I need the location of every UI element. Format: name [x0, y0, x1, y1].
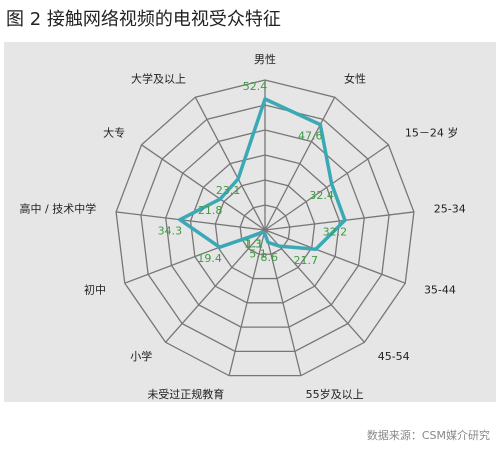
data-line	[178, 97, 347, 251]
value-label: 52.4	[243, 80, 268, 93]
value-label: 23.1	[216, 184, 241, 197]
spoke	[264, 211, 414, 231]
grid-ring	[239, 204, 291, 255]
value-label: 21.8	[198, 204, 223, 217]
category-label: 45-54	[378, 350, 410, 363]
category-label: 小学	[130, 349, 152, 363]
value-label: 1.1	[246, 238, 264, 251]
grid-ring	[140, 104, 390, 353]
category-label: 15－24 岁	[405, 125, 459, 139]
category-label: 女性	[344, 71, 366, 85]
value-label: 21.7	[293, 254, 318, 267]
spoke	[228, 229, 266, 376]
category-label: 大学及以上	[131, 71, 186, 85]
spoke	[141, 144, 266, 231]
value-label: 8.6	[261, 251, 279, 264]
spoke	[264, 229, 302, 376]
value-label: 1.3	[244, 237, 262, 250]
category-label: 55岁及以上	[306, 387, 364, 401]
category-label: 高中 / 技术中学	[20, 202, 97, 216]
spoke	[264, 229, 406, 284]
value-label: 47.6	[298, 130, 323, 143]
value-label: 5.1	[249, 247, 267, 260]
chart-title: 图 2 接触网络视频的电视受众特征	[6, 9, 281, 30]
category-label: 男性	[254, 52, 276, 66]
value-label: 32.2	[323, 225, 348, 238]
category-label: 35-44	[424, 283, 456, 296]
spoke	[165, 229, 266, 343]
value-label: 32.4	[309, 189, 334, 202]
grid-ring	[115, 79, 415, 377]
value-label: 19.4	[197, 252, 222, 265]
category-label: 25-34	[434, 203, 466, 216]
plot-panel	[4, 42, 496, 402]
spoke	[264, 96, 336, 231]
source-note: 数据来源：CSM媒介研究	[367, 428, 490, 442]
grid-ring	[214, 179, 316, 280]
spoke	[194, 96, 266, 231]
grid-ring	[165, 129, 365, 328]
category-label: 初中	[84, 282, 106, 296]
value-label: 34.3	[158, 225, 183, 238]
grid-ring	[189, 154, 341, 304]
spoke	[264, 229, 365, 343]
category-label: 未受过正规教育	[147, 387, 224, 401]
spoke	[116, 211, 266, 231]
spoke	[264, 144, 389, 231]
category-label: 大专	[103, 125, 125, 139]
